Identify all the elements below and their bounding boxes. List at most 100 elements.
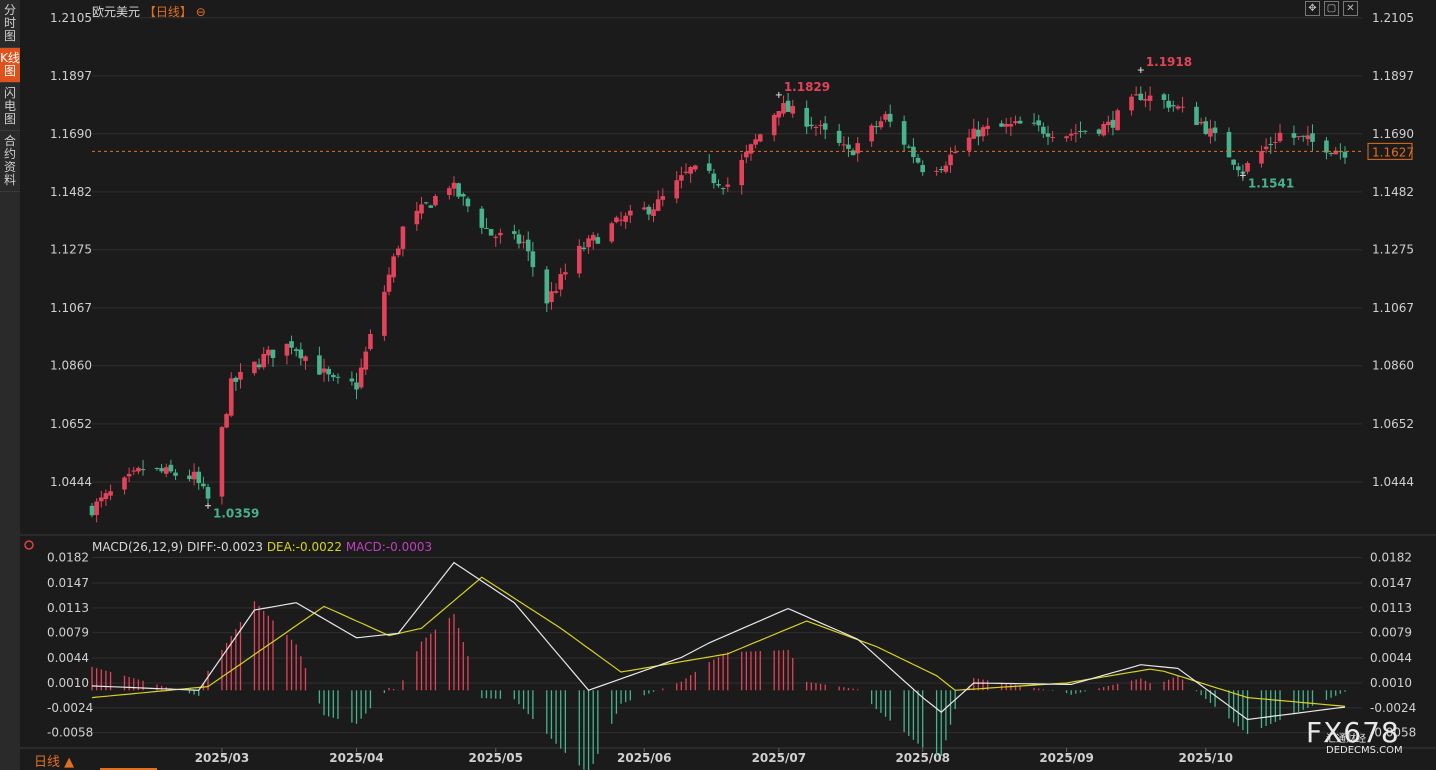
main-y-tick-left-1: 1.1897 — [50, 69, 92, 83]
candle-body — [349, 378, 355, 382]
candle-body — [753, 139, 758, 145]
candle-body — [512, 231, 517, 234]
period-select-button[interactable]: 日线 ▲ — [34, 755, 75, 770]
candle-body — [386, 274, 392, 292]
candle-body — [549, 291, 554, 303]
candle-body — [836, 130, 842, 143]
macd-y-tick-right-7: -0.0058 — [1370, 726, 1416, 740]
candle-body — [382, 291, 387, 336]
candle-body — [465, 198, 471, 207]
candle-body — [980, 127, 986, 137]
candle-body — [748, 144, 754, 154]
macd-dif-value: DIFF:-0.0023 — [186, 540, 263, 554]
candle-body — [952, 152, 958, 154]
candles-group — [89, 86, 1348, 523]
candle-body — [1101, 123, 1106, 136]
candle-body — [1013, 121, 1018, 124]
candle-body — [790, 106, 796, 114]
candle-body — [1073, 132, 1079, 134]
sidebar-tab-0[interactable]: 分时图 — [0, 0, 20, 48]
candle-body — [614, 217, 619, 223]
candle-body — [456, 183, 461, 197]
candle-body — [906, 146, 912, 148]
candle-body — [948, 154, 953, 166]
candle-body — [252, 361, 257, 374]
candle-body — [1031, 122, 1037, 124]
candle-body — [581, 247, 587, 250]
candle-body — [781, 103, 786, 114]
main-y-tick-left-3: 1.1482 — [50, 185, 92, 199]
candle-body — [122, 477, 127, 490]
sidebar-tab-3[interactable]: 合约资料 — [0, 131, 20, 192]
candle-body — [1050, 137, 1055, 139]
x-tick-label-3: 2025/06 — [617, 751, 671, 765]
candle-body — [1138, 93, 1144, 101]
candle-body — [1235, 166, 1241, 171]
candle-body — [1129, 96, 1134, 111]
candle-body — [266, 349, 271, 356]
candle-body — [595, 237, 601, 244]
candle-body — [1180, 106, 1185, 108]
candle-body — [433, 196, 438, 206]
crosshair-icon[interactable]: ✥ — [1305, 1, 1320, 16]
candle-body — [219, 426, 225, 497]
candle-body — [943, 165, 949, 172]
sidebar-tab-1[interactable]: K线图 — [0, 48, 20, 83]
candle-body — [692, 165, 698, 170]
candle-body — [331, 374, 336, 378]
candle-body — [563, 272, 568, 275]
candle-body — [966, 137, 972, 151]
sidebar-tab-2[interactable]: 闪电图 — [0, 83, 20, 131]
candle-body — [354, 382, 359, 390]
candle-body — [530, 251, 536, 268]
x-tick-label-4: 2025/07 — [752, 751, 806, 765]
candle-body — [590, 235, 596, 241]
candle-body — [618, 219, 624, 221]
circle-minus-icon[interactable]: ⊖ — [195, 5, 206, 19]
candle-body — [1064, 136, 1069, 139]
macd-y-tick-left-5: 0.0010 — [47, 676, 89, 690]
candle-body — [131, 470, 137, 472]
candle-body — [1096, 129, 1102, 134]
candle-body — [1208, 128, 1213, 137]
candle-body — [1068, 133, 1074, 136]
candle-body — [1175, 106, 1181, 109]
candle-body — [1082, 130, 1088, 132]
annotation-label-0: 1.0359 — [213, 507, 259, 521]
candle-body — [256, 364, 262, 368]
macd-y-tick-left-7: -0.0058 — [47, 726, 93, 740]
candle-body — [126, 473, 132, 477]
macd-y-tick-left-2: 0.0113 — [47, 601, 89, 615]
candle-body — [414, 210, 420, 225]
x-tick-label-2: 2025/05 — [469, 751, 523, 765]
candle-body — [869, 125, 874, 142]
candle-body — [1300, 135, 1306, 137]
candle-body — [321, 368, 327, 373]
candle-body — [776, 111, 782, 118]
candle-body — [103, 493, 109, 499]
window-icon[interactable]: ▢ — [1324, 1, 1339, 16]
candle-body — [1008, 124, 1014, 127]
candle-body — [938, 169, 944, 171]
macd-histogram-group — [91, 601, 1346, 770]
candle-body — [822, 123, 828, 130]
candle-body — [739, 159, 745, 186]
candle-body — [999, 123, 1004, 127]
period-label[interactable]: 【日线】 — [143, 5, 192, 19]
candle-body — [159, 468, 164, 472]
main-y-tick-right-6: 1.0860 — [1372, 359, 1414, 373]
candle-body — [771, 114, 777, 136]
candle-body — [1115, 110, 1120, 131]
candle-body — [1333, 150, 1339, 155]
macd-y-tick-right-3: 0.0079 — [1370, 626, 1412, 640]
candle-body — [108, 491, 113, 496]
candle-body — [878, 121, 884, 128]
candle-body — [934, 170, 939, 172]
macd-indicator-name: MACD(26,12,9) — [92, 540, 184, 554]
candle-body — [400, 226, 406, 249]
candle-body — [1324, 140, 1329, 153]
candle-body — [298, 349, 304, 359]
close-icon[interactable]: ✕ — [1343, 1, 1358, 16]
main-y-tick-left-8: 1.0444 — [50, 475, 92, 489]
candle-body — [498, 232, 503, 236]
